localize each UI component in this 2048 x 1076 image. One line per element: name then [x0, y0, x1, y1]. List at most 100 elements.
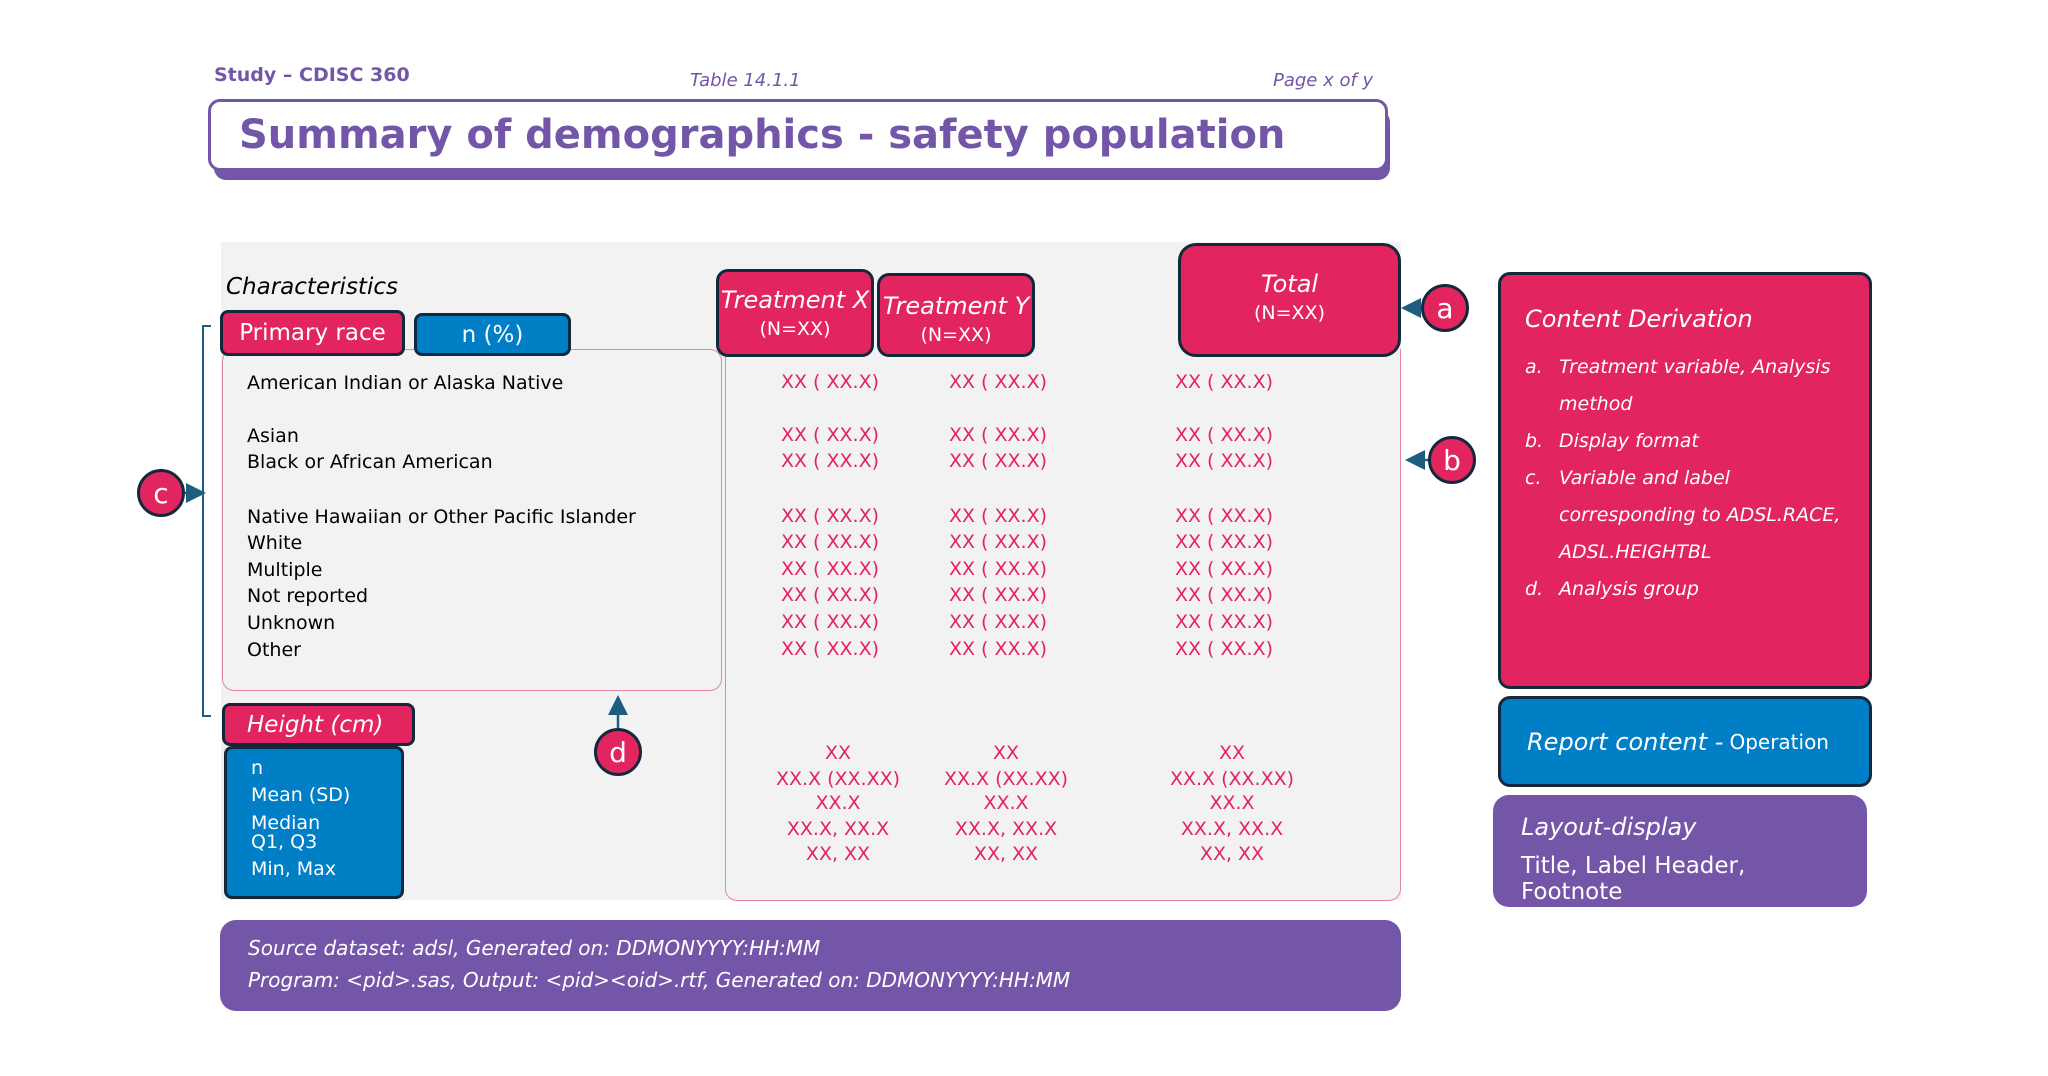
derivation-text: Display format [1559, 430, 1699, 452]
race-value-cell: XX ( XX.X) [1174, 638, 1274, 660]
height-value-cell: XX.X (XX.XX) [1169, 768, 1295, 790]
content-derivation-title: Content Derivation [1525, 305, 1753, 333]
callout-d: d [594, 728, 642, 776]
race-value-cell: XX ( XX.X) [780, 424, 880, 446]
derivation-text: Treatment variable, Analysis method [1559, 356, 1831, 415]
race-value-cell: XX ( XX.X) [948, 611, 1048, 633]
race-value-cell: XX ( XX.X) [780, 638, 880, 660]
derivation-key: a. [1525, 356, 1543, 378]
report-content-box: Report content - Operation [1498, 696, 1872, 787]
stat-label: Median [251, 812, 321, 834]
layout-display-box: Layout-display Title, Label Header, Foot… [1493, 795, 1867, 907]
stat-label: n [251, 757, 264, 779]
study-label: Study – CDISC 360 [214, 64, 410, 86]
race-value-cell: XX ( XX.X) [780, 450, 880, 472]
height-value-cell: XX.X (XX.XX) [943, 768, 1069, 790]
race-row-label: Black or African American [247, 451, 493, 473]
height-value-cell: XX.X, XX.X [954, 818, 1058, 840]
n-percent-label: n (%) [414, 313, 571, 356]
race-value-cell: XX ( XX.X) [780, 531, 880, 553]
column-header-total: Total (N=XX) [1178, 243, 1401, 357]
height-value-cell: XX.X [1209, 792, 1255, 814]
derivation-key: d. [1525, 578, 1544, 600]
derivation-item: a. Treatment variable, Analysis method [1525, 349, 1845, 423]
height-value-cell: XX.X (XX.XX) [775, 768, 901, 790]
race-value-cell: XX ( XX.X) [780, 505, 880, 527]
content-derivation-box: Content Derivation a. Treatment variable,… [1498, 272, 1872, 689]
derivation-item: d. Analysis group [1525, 571, 1845, 608]
derivation-text: Analysis group [1559, 578, 1699, 600]
race-value-cell: XX ( XX.X) [1174, 558, 1274, 580]
height-value-cell: XX.X, XX.X [1180, 818, 1284, 840]
race-row-label: Asian [247, 425, 299, 447]
race-value-cell: XX ( XX.X) [1174, 505, 1274, 527]
race-value-cell: XX ( XX.X) [948, 424, 1048, 446]
height-label: Height (cm) [222, 703, 415, 746]
height-value-cell: XX.X, XX.X [786, 818, 890, 840]
race-row-label: Unknown [247, 612, 336, 634]
race-row-label: Multiple [247, 559, 323, 581]
height-stats-box: n Mean (SD) Median Q1, Q3 Min, Max [224, 746, 404, 899]
race-row-label: American Indian or Alaska Native [247, 372, 564, 394]
column-header-n: (N=XX) [1254, 302, 1325, 324]
race-row-label: Not reported [247, 585, 369, 607]
height-value-cell: XX, XX [1199, 843, 1265, 865]
report-content-subtitle: Operation [1729, 729, 1829, 754]
derivation-text: Variable and label corresponding to ADSL… [1559, 467, 1841, 563]
values-box: XX ( XX.X) XX ( XX.X) XX ( XX.X) XX ( XX.X)… [725, 349, 1401, 901]
derivation-key: b. [1525, 430, 1544, 452]
primary-race-label: Primary race [220, 310, 405, 356]
stat-label: Q1, Q3 [251, 831, 318, 853]
height-value-cell: XX, XX [973, 843, 1039, 865]
callout-c: c [137, 469, 185, 517]
derivation-key: c. [1525, 467, 1542, 489]
derivation-item: b. Display format [1525, 423, 1845, 460]
layout-display-title: Layout-display [1521, 813, 1697, 841]
column-header-n: (N=XX) [759, 318, 831, 340]
title-box: Summary of demographics - safety populat… [208, 99, 1388, 171]
race-value-cell: XX ( XX.X) [1174, 584, 1274, 606]
race-row-label: White [247, 532, 303, 554]
race-row-label: Native Hawaiian or Other Pacific Islande… [247, 506, 636, 528]
height-value-cell: XX.X [815, 792, 861, 814]
report-content-title: Report content - [1527, 727, 1724, 756]
race-value-cell: XX ( XX.X) [948, 638, 1048, 660]
bracket-line [202, 325, 211, 717]
race-value-cell: XX ( XX.X) [1174, 531, 1274, 553]
race-value-cell: XX ( XX.X) [780, 584, 880, 606]
column-header-treatment-x: Treatment X (N=XX) [716, 269, 874, 357]
column-header-treatment-y: Treatment Y (N=XX) [877, 273, 1035, 357]
footer-program-line: Program: <pid>.sas, Output: <pid><oid>.r… [248, 968, 1071, 992]
race-value-cell: XX ( XX.X) [948, 531, 1048, 553]
callout-b: b [1428, 436, 1476, 484]
race-value-cell: XX ( XX.X) [1174, 424, 1274, 446]
race-value-cell: XX ( XX.X) [948, 584, 1048, 606]
race-value-cell: XX ( XX.X) [948, 371, 1048, 393]
race-row-label: Other [247, 639, 301, 661]
race-value-cell: XX ( XX.X) [780, 611, 880, 633]
race-value-cell: XX ( XX.X) [780, 558, 880, 580]
callout-a: a [1421, 284, 1469, 332]
race-value-cell: XX ( XX.X) [948, 505, 1048, 527]
stat-label: Mean (SD) [251, 784, 351, 806]
derivation-item: c. Variable and label corresponding to AD… [1525, 460, 1845, 571]
race-value-cell: XX ( XX.X) [948, 558, 1048, 580]
page-title: Summary of demographics - safety populat… [239, 112, 1286, 158]
race-list-box: American Indian or Alaska Native Asian B… [222, 349, 722, 691]
race-value-cell: XX ( XX.X) [780, 371, 880, 393]
footer-source-line: Source dataset: adsl, Generated on: DDMO… [248, 936, 821, 960]
column-header-label: Treatment X [720, 286, 870, 314]
height-value-cell: XX [824, 742, 852, 764]
table-number: Table 14.1.1 [690, 70, 801, 91]
footer-box: Source dataset: adsl, Generated on: DDMO… [220, 920, 1401, 1011]
page-indicator: Page x of y [1273, 70, 1374, 91]
race-value-cell: XX ( XX.X) [948, 450, 1048, 472]
height-value-cell: XX [992, 742, 1020, 764]
height-value-cell: XX [1218, 742, 1246, 764]
layout-display-subtitle: Title, Label Header, Footnote [1521, 853, 1746, 905]
race-value-cell: XX ( XX.X) [1174, 611, 1274, 633]
race-value-cell: XX ( XX.X) [1174, 371, 1274, 393]
height-value-cell: XX.X [983, 792, 1029, 814]
characteristics-heading: Characteristics [226, 274, 398, 300]
column-header-label: Treatment Y [882, 292, 1030, 320]
